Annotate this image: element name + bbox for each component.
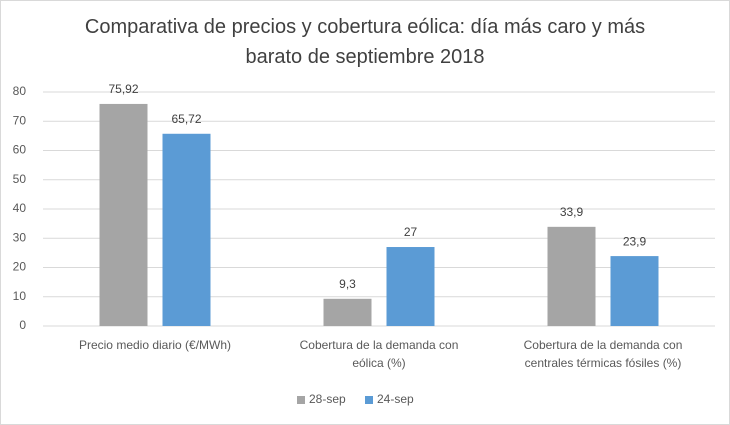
value-label: 23,9 [623,234,647,248]
y-tick-label: 40 [13,201,27,215]
value-label: 65,72 [171,112,201,126]
value-label: 33,9 [560,205,584,219]
bar [610,256,659,326]
y-tick-label: 10 [13,289,27,303]
y-tick-label: 0 [19,318,26,332]
legend-label: 28-sep [309,392,346,406]
legend-swatch [297,396,305,404]
bar [386,247,435,326]
legend-swatch [365,396,373,404]
y-tick-label: 70 [13,113,27,127]
x-tick-label: Precio medio diario (€/MWh) [79,338,231,352]
bar [162,133,211,326]
legend-label: 24-sep [377,392,414,406]
bar [547,226,596,326]
y-tick-label: 20 [13,260,27,274]
value-label: 9,3 [339,277,356,291]
x-tick-label: Cobertura de la demanda con eólica (%) [300,338,459,370]
y-tick-label: 50 [13,172,27,186]
y-tick-label: 80 [13,84,27,98]
bar [323,298,372,326]
chart-title: Comparativa de precios y cobertura eólic… [85,16,645,68]
value-label: 75,92 [108,82,138,96]
y-tick-label: 30 [13,230,27,244]
value-label: 27 [404,225,418,239]
x-tick-label: Cobertura de la demanda con centrales tér… [524,338,683,370]
bar [99,103,148,327]
y-tick-label: 60 [13,143,27,157]
